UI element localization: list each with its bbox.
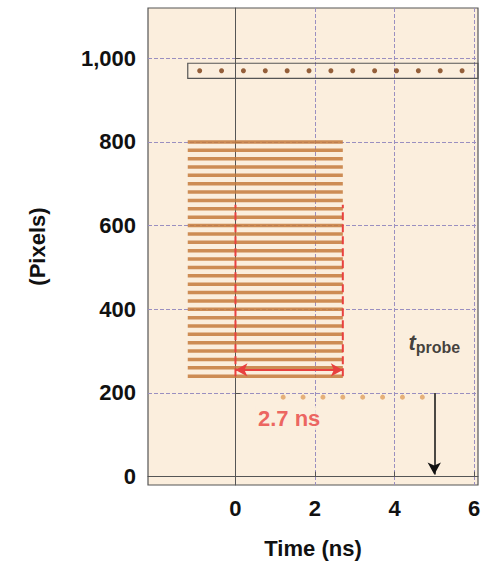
svg-text:800: 800 <box>99 129 136 154</box>
svg-text:0: 0 <box>229 496 241 521</box>
svg-text:(Pixels): (Pixels) <box>25 207 50 285</box>
svg-text:4: 4 <box>388 496 401 521</box>
svg-text:1,000: 1,000 <box>81 46 136 71</box>
svg-text:t: t <box>408 330 416 356</box>
svg-text:2.7 ns: 2.7 ns <box>258 406 320 431</box>
svg-text:400: 400 <box>99 297 136 322</box>
svg-text:600: 600 <box>99 213 136 238</box>
svg-text:6: 6 <box>468 496 480 521</box>
svg-text:200: 200 <box>99 380 136 405</box>
svg-text:0: 0 <box>124 464 136 489</box>
svg-text:probe: probe <box>416 339 461 356</box>
svg-text:Time (ns): Time (ns) <box>264 536 361 561</box>
svg-text:2: 2 <box>309 496 321 521</box>
